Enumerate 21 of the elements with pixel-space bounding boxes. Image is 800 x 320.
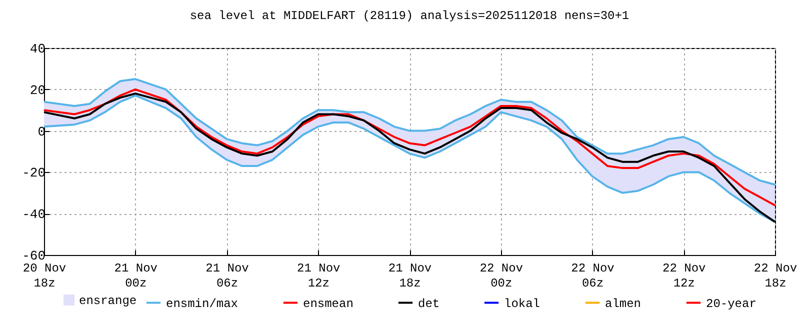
- legend-label: ensmin/max: [166, 296, 238, 311]
- legend-label: ensrange: [79, 294, 137, 308]
- y-tick-label: -60: [22, 248, 46, 264]
- x-tick-label: 22 Nov 18z: [754, 262, 798, 290]
- x-tick-label: 21 Nov 00z: [114, 262, 158, 290]
- legend-label: det: [418, 296, 440, 311]
- line-series: [43, 78, 776, 186]
- legend-label: lokal: [504, 296, 540, 311]
- x-tick-label: 21 Nov 06z: [206, 262, 249, 290]
- x-tick-label: 21 Nov 12z: [297, 262, 340, 290]
- x-tick-label: 21 Nov 18z: [388, 262, 432, 290]
- legend-label: ensmean: [303, 296, 354, 311]
- legend-label: 20-year: [706, 296, 756, 311]
- line-series: [43, 88, 776, 206]
- y-tick-label: 40: [30, 42, 46, 56]
- chart-title: sea level at MIDDELFART (28119) analysis=2025112018 nens=30+1: [190, 9, 630, 23]
- x-tick-label: 22 Nov 06z: [571, 262, 614, 290]
- x-tick-label: 20 Nov 18z: [22, 262, 66, 290]
- x-tick-label: 22 Nov 12z: [662, 262, 706, 290]
- legend-label: almen: [605, 296, 642, 311]
- x-tick-label: 22 Nov 00z: [480, 262, 523, 290]
